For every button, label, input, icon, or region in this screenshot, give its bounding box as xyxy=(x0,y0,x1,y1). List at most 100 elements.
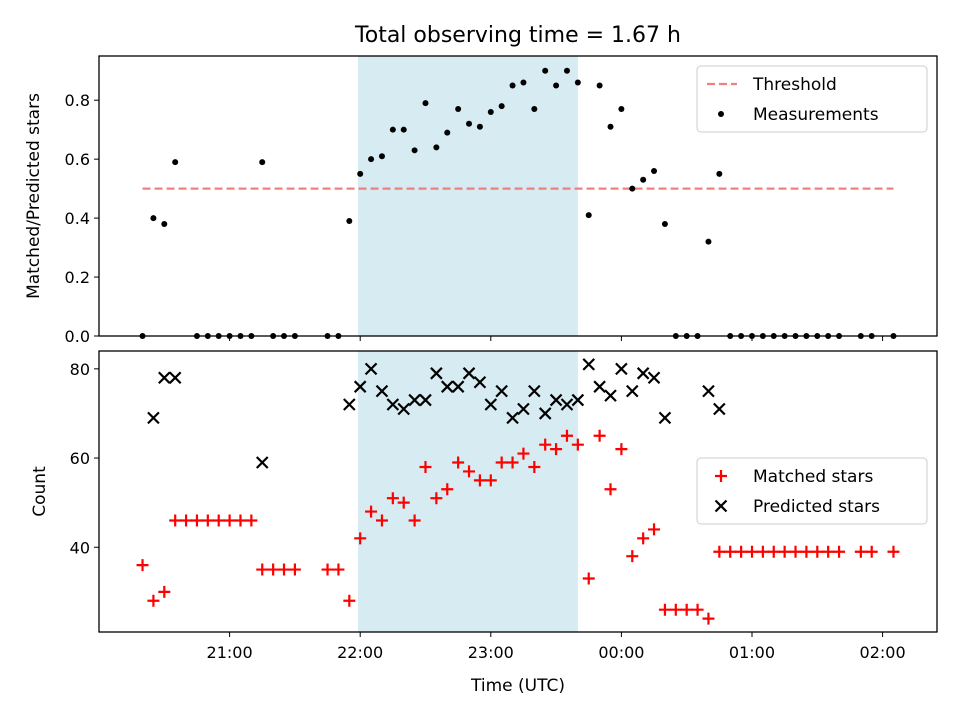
predicted-star-point xyxy=(451,380,465,393)
predicted-star-point xyxy=(419,393,432,407)
predicted-star-point xyxy=(430,367,443,380)
matched-star-point xyxy=(201,514,214,527)
axes-frame xyxy=(98,350,938,633)
x-tick-label: 22:00 xyxy=(337,643,383,662)
predicted-star-point xyxy=(168,371,182,385)
y-tick-label: 0.4 xyxy=(65,209,90,228)
matched-star-point xyxy=(637,532,650,545)
predicted-star-point xyxy=(147,411,160,425)
predicted-star-point xyxy=(255,456,269,469)
measurement-point xyxy=(618,106,625,113)
matched-star-point xyxy=(833,545,846,558)
legend-predicted-swatch xyxy=(714,499,728,513)
matched-star-point xyxy=(441,483,454,496)
matched-star-point xyxy=(190,514,203,527)
predicted-star-point xyxy=(713,402,726,416)
predicted-star-point xyxy=(397,402,411,416)
predicted-star-point xyxy=(571,393,585,407)
measurement-point xyxy=(585,212,592,219)
predicted-star-point xyxy=(702,384,715,398)
matched-star-point xyxy=(767,545,780,558)
matched-star-point xyxy=(669,603,682,616)
measurement-point xyxy=(444,129,451,136)
predicted-star-point xyxy=(582,358,596,371)
y-tick-label: 0.6 xyxy=(65,150,90,169)
matched-star-point xyxy=(321,563,334,576)
y-tick-label: 60 xyxy=(70,449,90,468)
matched-star-point xyxy=(865,545,878,558)
measurement-point xyxy=(487,109,494,115)
measurement-point xyxy=(661,221,668,227)
x-tick-label: 23:00 xyxy=(468,643,514,662)
predicted-star-point xyxy=(495,384,508,398)
matched-star-point xyxy=(604,483,617,496)
y-tick-label: 80 xyxy=(70,360,90,379)
matched-star-point xyxy=(430,492,443,505)
matched-star-point xyxy=(267,563,280,576)
matched-star-point xyxy=(408,514,421,527)
y-tick-label: 0.8 xyxy=(65,91,90,110)
legend-label: Matched stars xyxy=(753,467,873,487)
matched-star-point xyxy=(256,563,269,576)
measurement-point xyxy=(259,159,266,166)
matched-star-point xyxy=(745,545,758,558)
predicted-star-point xyxy=(528,384,541,398)
predicted-star-point xyxy=(549,393,563,407)
legend-box xyxy=(696,457,928,525)
y-tick-label: 40 xyxy=(70,538,90,557)
measurement-point xyxy=(433,144,440,151)
matched-star-point xyxy=(245,514,258,527)
matched-star-point xyxy=(626,550,639,563)
highlight-span xyxy=(358,56,578,336)
matched-star-point xyxy=(724,545,737,558)
matched-star-point xyxy=(887,545,900,558)
predicted-star-point xyxy=(484,398,498,411)
matched-star-point xyxy=(506,456,519,469)
matched-star-point xyxy=(452,456,465,469)
matched-star-point xyxy=(615,443,628,456)
measurement-point xyxy=(455,106,462,113)
matched-star-point xyxy=(528,460,541,473)
measurement-point xyxy=(607,123,614,130)
legend-label: Measurements xyxy=(753,105,879,125)
measurement-point xyxy=(466,120,473,127)
matched-star-point xyxy=(212,514,225,527)
predicted-star-point xyxy=(375,384,389,398)
measurement-point xyxy=(596,82,603,89)
measurement-point xyxy=(553,82,560,89)
matched-star-point xyxy=(550,443,563,456)
matched-star-point xyxy=(343,594,356,607)
matched-star-point xyxy=(288,563,301,576)
measurement-point xyxy=(563,67,570,74)
predicted-star-point xyxy=(473,375,487,389)
matched-star-point xyxy=(484,474,497,487)
predicted-star-point xyxy=(517,402,530,416)
measurement-point xyxy=(716,170,723,177)
legend-measurement-swatch xyxy=(718,111,724,117)
measurement-point xyxy=(346,218,353,225)
measurement-point xyxy=(422,100,429,107)
predicted-star-point xyxy=(158,371,171,385)
predicted-star-point xyxy=(560,398,574,411)
matched-star-point xyxy=(517,447,530,460)
matched-star-point xyxy=(713,545,726,558)
matched-star-point xyxy=(560,429,573,442)
measurement-point xyxy=(542,67,549,74)
measurement-point xyxy=(476,123,483,130)
matched-star-point xyxy=(234,514,247,527)
matched-star-point xyxy=(147,594,160,607)
predicted-star-point xyxy=(506,411,519,425)
matched-star-point xyxy=(419,460,432,473)
matched-star-point xyxy=(658,603,671,616)
matched-star-point xyxy=(680,603,693,616)
matched-star-point xyxy=(702,612,715,625)
measurement-point xyxy=(629,185,636,192)
matched-star-point xyxy=(778,545,791,558)
x-tick-label: 02:00 xyxy=(860,643,906,662)
matched-star-point xyxy=(691,603,704,616)
legend-label: Predicted stars xyxy=(753,497,880,517)
predicted-star-point xyxy=(604,389,617,402)
matched-star-point xyxy=(386,492,399,505)
y-tick-label: 0.0 xyxy=(65,327,90,346)
measurement-point xyxy=(389,126,396,133)
